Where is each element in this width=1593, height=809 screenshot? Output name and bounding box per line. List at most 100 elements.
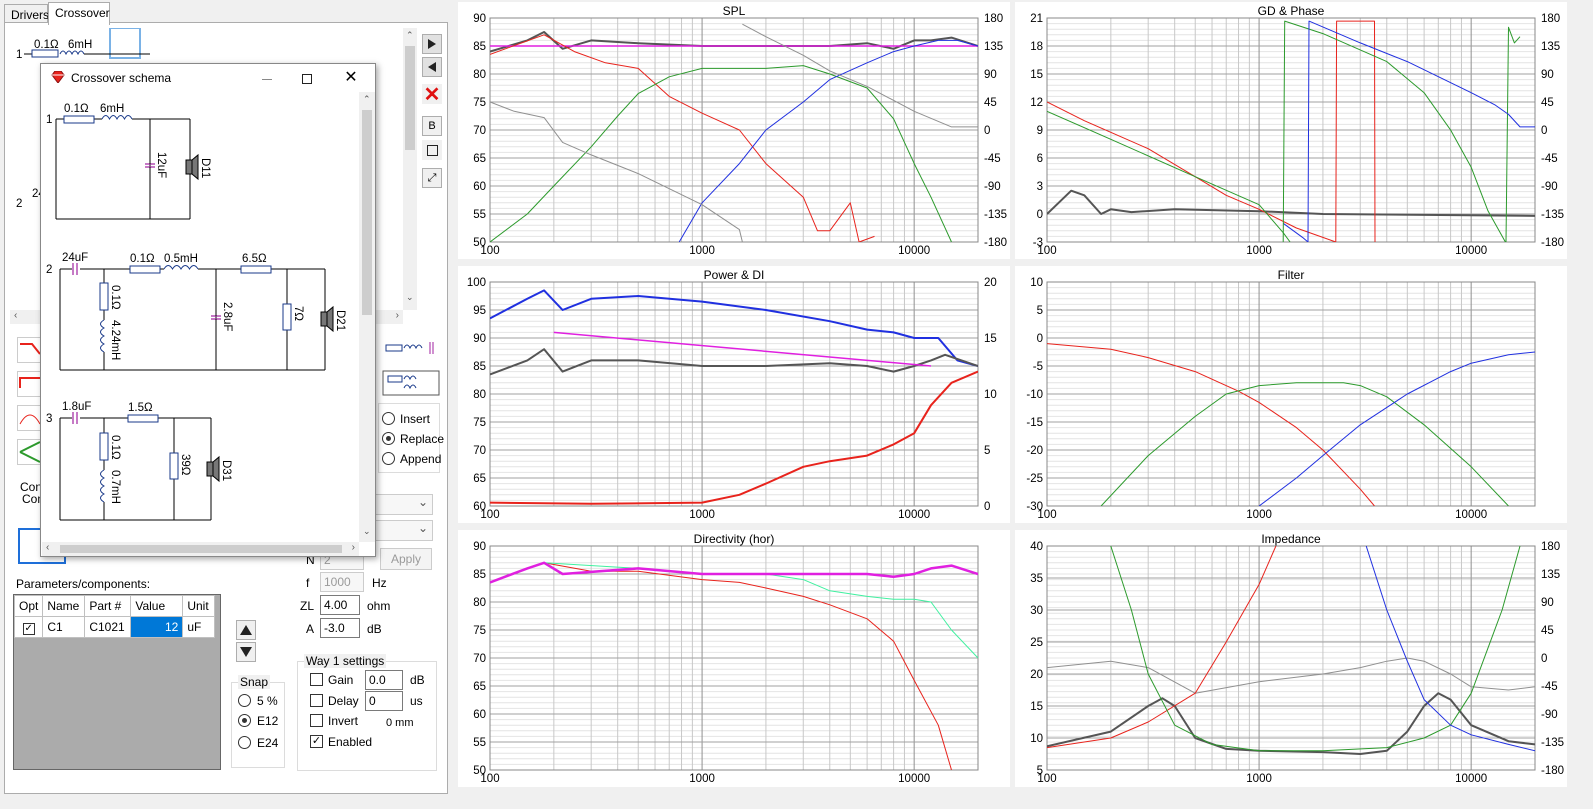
series-group	[1047, 20, 1535, 242]
rl-series-icon[interactable]	[382, 338, 440, 358]
enabled-checkbox[interactable]: ✓	[310, 735, 323, 748]
y-tick-label: 18	[1030, 41, 1043, 53]
scroll-right-arrow[interactable]: ›	[395, 310, 399, 321]
rlc-parallel-icon[interactable]	[382, 370, 440, 396]
opt-checkbox[interactable]: ✓	[13, 616, 44, 638]
series-line	[1047, 343, 1375, 506]
window-hscroll-thumb[interactable]	[60, 545, 342, 553]
snap-e24-radio[interactable]	[238, 736, 251, 749]
gain-checkbox[interactable]	[310, 673, 323, 686]
y-tick-label: 95	[473, 305, 486, 317]
x-tick-label: 10000	[1455, 773, 1487, 785]
y-tick-label: 30	[1030, 605, 1043, 617]
delete-button[interactable]: ✕	[422, 84, 442, 106]
play-back-button[interactable]	[422, 57, 442, 77]
x-tick-label: 10000	[898, 245, 930, 257]
lowpass-shape-button[interactable]	[17, 337, 43, 363]
spl-chart: 90 85 80 75 70 65 60 55 50 180 135 90 45 0 -45 -90 -135 -…	[473, 13, 1007, 257]
zl-unit: ohm	[367, 599, 391, 613]
move-up-button[interactable]	[236, 620, 256, 640]
y-tick-label: 35	[1030, 573, 1043, 585]
minimize-button[interactable]	[247, 64, 287, 92]
directivity-chart-panel[interactable]: Directivity (hor) 90 85 80 75 70 65 60 55 50 100 1…	[458, 530, 1010, 787]
schema-window-hscroll[interactable]: ‹ ›	[42, 542, 359, 556]
y2-tick-label: 20	[984, 277, 997, 289]
series-line	[490, 65, 952, 242]
series-line	[1047, 657, 1535, 694]
series-line	[1047, 110, 1291, 242]
scroll-down-arrow[interactable]: ⌄	[406, 292, 414, 302]
y-tick-label: 10	[1030, 733, 1043, 745]
y-tick-label: 60	[473, 501, 486, 513]
move-down-button[interactable]	[236, 642, 256, 662]
insert-radio[interactable]	[382, 412, 395, 425]
square-button[interactable]	[422, 140, 442, 160]
schema-vertical-scrollbar[interactable]: ⌃ ⌄	[403, 28, 417, 310]
peak-shape-button[interactable]	[17, 405, 43, 431]
scroll-left-arrow[interactable]: ‹	[14, 310, 18, 321]
schema-window-vscroll[interactable]: ⌃ ⌄	[359, 92, 375, 542]
close-button[interactable]: ✕	[331, 64, 371, 92]
crossover-schema-window[interactable]: Crossover schema ✕	[40, 63, 376, 557]
y-tick-label: 85	[473, 569, 486, 581]
f-field[interactable]: 1000	[320, 572, 364, 592]
invert-label: Invert	[328, 714, 359, 728]
snap-5pct-radio[interactable]	[238, 694, 251, 707]
zl-field[interactable]: 4.00	[320, 595, 360, 615]
cell-part[interactable]: C1021	[84, 616, 132, 638]
replace-radio[interactable]	[382, 432, 395, 445]
append-radio[interactable]	[382, 452, 395, 465]
window-scroll-up-arrow[interactable]: ⌃	[363, 94, 371, 104]
a-field[interactable]: -3.0	[320, 618, 360, 638]
notch-shape-button[interactable]	[17, 439, 43, 465]
x-tick-label: 100	[480, 245, 499, 257]
window-scroll-thumb[interactable]	[362, 110, 372, 315]
invert-checkbox[interactable]	[310, 714, 323, 727]
gain-field[interactable]: 0.0	[365, 670, 403, 690]
y2-tick-label: 90	[984, 69, 997, 81]
table-row[interactable]: ✓ C1 C1021 12 uF	[13, 616, 216, 638]
gd-phase-chart-panel[interactable]: GD & Phase 21 18 15 12 9 6 3 0 -3 180 135 90 45 0 -45 -…	[1015, 2, 1567, 259]
delay-label: Delay	[328, 694, 359, 708]
snap-e12-radio[interactable]	[238, 714, 251, 727]
schema-window-titlebar[interactable]: Crossover schema ✕	[41, 64, 375, 92]
tab-drivers[interactable]: Drivers	[4, 4, 49, 24]
power-di-chart-panel[interactable]: Power & DI 100 95 90 85 80 75 70 65 60 20 15 10 5 0 10…	[458, 266, 1010, 523]
window-scroll-right-arrow[interactable]: ›	[351, 542, 355, 553]
y-tick-label: -15	[1026, 417, 1043, 429]
window-scroll-down-arrow[interactable]: ⌄	[363, 526, 371, 536]
scroll-thumb[interactable]	[405, 46, 415, 150]
filter-order-combo[interactable]	[375, 520, 433, 541]
tab-crossover[interactable]: Crossover	[48, 2, 110, 25]
bg-way2-number: 2	[16, 198, 22, 210]
play-forward-button[interactable]	[422, 34, 442, 54]
power-di-chart: 100 95 90 85 80 75 70 65 60 20 15 10 5 0 100 1000 10000	[467, 277, 997, 521]
maximize-button[interactable]	[287, 64, 327, 92]
delay-field[interactable]: 0	[365, 691, 403, 711]
b-button-label: B	[428, 120, 436, 132]
snap-title: Snap	[238, 675, 271, 689]
y-tick-label: 12	[1030, 97, 1043, 109]
b-button[interactable]: B	[422, 116, 442, 136]
x-tick-label: 1000	[1246, 509, 1272, 521]
delay-checkbox[interactable]	[310, 694, 323, 707]
scroll-up-arrow[interactable]: ⌃	[406, 30, 414, 40]
apply-button[interactable]: Apply	[380, 548, 432, 570]
window-scroll-left-arrow[interactable]: ‹	[46, 542, 50, 553]
plot-frame	[1046, 281, 1536, 507]
filter-chart-panel[interactable]: Filter 10 5 0 -5 -10 -15 -20 -25 -30 100 1000 10000	[1015, 266, 1567, 523]
cell-unit[interactable]: uF	[182, 616, 216, 638]
way2-number: 2	[46, 264, 52, 276]
spl-chart-panel[interactable]: SPL 90 85 80 75 70 65 60 55 50 180 135 90 45 0 -45 -90 -…	[458, 2, 1010, 259]
series-line	[1282, 222, 1309, 242]
cell-name[interactable]: C1	[42, 616, 86, 638]
y-tick-label: 9	[1037, 125, 1043, 137]
fit-view-button[interactable]: ⤢	[422, 168, 442, 188]
impedance-chart-panel[interactable]: Impedance 40 35 30 25 20 15 10 5 180 135 90 45 0 -45 -…	[1015, 530, 1567, 787]
filter-type-combo[interactable]	[375, 494, 433, 515]
params-grid[interactable]: Opt Name Part # Value Unit ✓ C1 C1021 12…	[13, 594, 221, 770]
cell-value[interactable]: 12	[130, 616, 184, 638]
highpass-shape-button[interactable]	[17, 371, 43, 397]
crossover-schema-background: 1 0.1Ω 6mH 2 24	[16, 27, 150, 210]
